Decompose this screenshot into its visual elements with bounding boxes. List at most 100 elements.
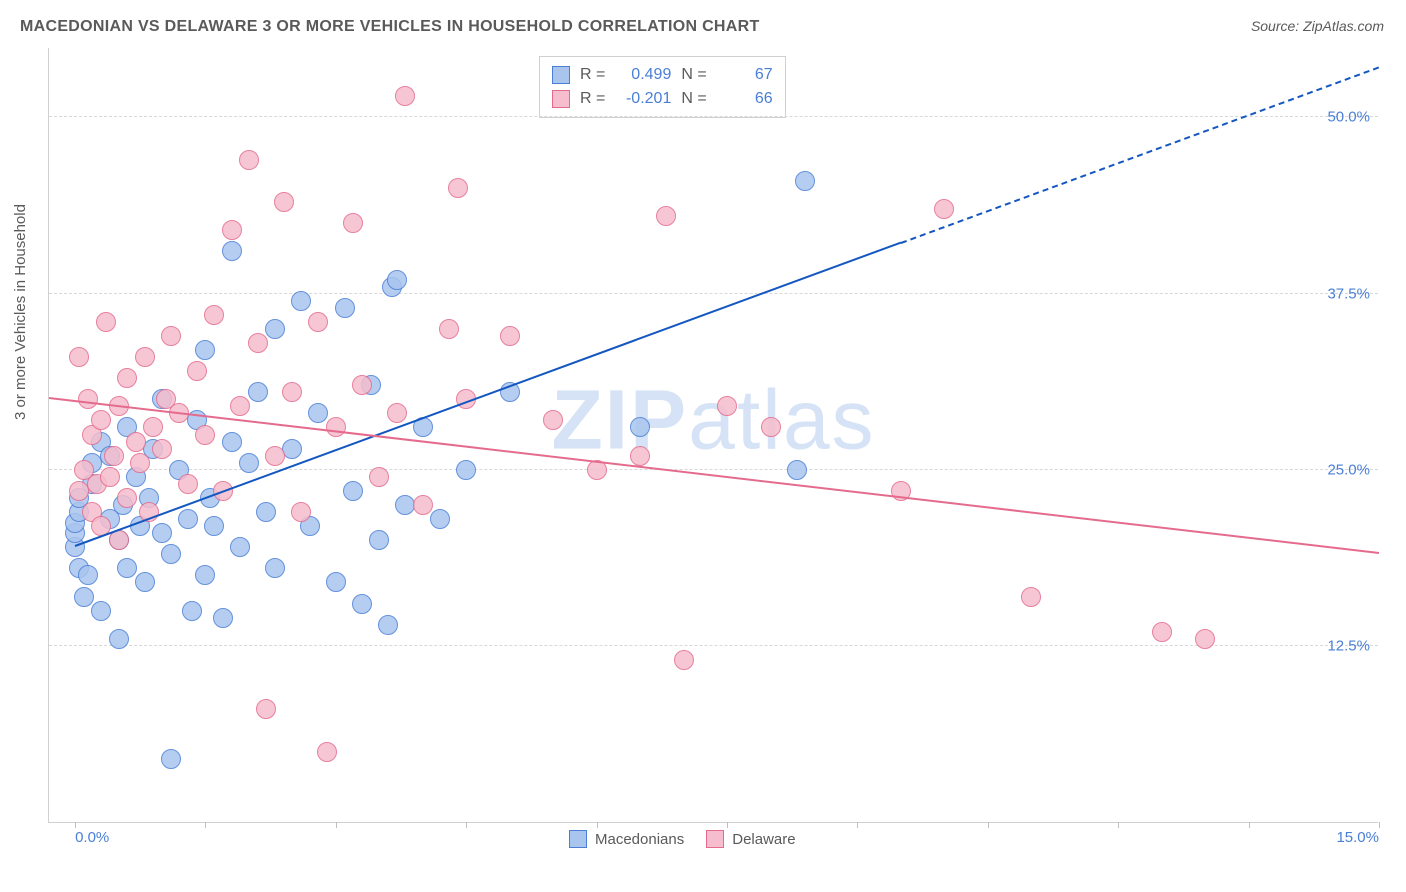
data-point — [448, 178, 468, 198]
data-point — [378, 615, 398, 635]
data-point — [761, 417, 781, 437]
data-point — [387, 403, 407, 423]
data-point — [222, 220, 242, 240]
data-point — [317, 742, 337, 762]
data-point — [1195, 629, 1215, 649]
correlation-legend-row: R = 0.499 N = 67 — [552, 63, 773, 87]
x-tick — [1379, 822, 1380, 828]
data-point — [439, 319, 459, 339]
data-point — [395, 86, 415, 106]
data-point — [291, 291, 311, 311]
data-point — [230, 537, 250, 557]
data-point — [152, 523, 172, 543]
series-legend: Macedonians Delaware — [569, 830, 796, 848]
data-point — [100, 467, 120, 487]
series-name: Macedonians — [595, 831, 684, 848]
data-point — [343, 481, 363, 501]
x-tick — [597, 822, 598, 828]
correlation-legend: R = 0.499 N = 67 R = -0.201 N = 66 — [539, 56, 786, 118]
data-point — [456, 460, 476, 480]
legend-swatch — [706, 830, 724, 848]
n-label: N = — [681, 66, 706, 84]
series-name: Delaware — [732, 831, 795, 848]
data-point — [74, 587, 94, 607]
data-point — [69, 347, 89, 367]
data-point — [178, 474, 198, 494]
data-point — [117, 488, 137, 508]
data-point — [130, 453, 150, 473]
data-point — [96, 312, 116, 332]
data-point — [161, 544, 181, 564]
n-value: 66 — [717, 90, 773, 108]
data-point — [213, 608, 233, 628]
x-tick-label: 0.0% — [75, 829, 109, 846]
data-point — [265, 558, 285, 578]
legend-swatch — [552, 90, 570, 108]
data-point — [717, 396, 737, 416]
x-tick — [1118, 822, 1119, 828]
data-point — [187, 361, 207, 381]
data-point — [1021, 587, 1041, 607]
r-label: R = — [580, 90, 605, 108]
data-point — [1152, 622, 1172, 642]
data-point — [239, 453, 259, 473]
data-point — [265, 319, 285, 339]
x-tick-label: 15.0% — [1336, 829, 1379, 846]
data-point — [117, 558, 137, 578]
x-tick — [466, 822, 467, 828]
x-tick — [1249, 822, 1250, 828]
source-attribution: Source: ZipAtlas.com — [1251, 18, 1384, 34]
data-point — [413, 495, 433, 515]
data-point — [630, 446, 650, 466]
watermark-bold: ZIP — [551, 372, 688, 466]
data-point — [161, 326, 181, 346]
data-point — [222, 241, 242, 261]
data-point — [369, 530, 389, 550]
data-point — [152, 439, 172, 459]
data-point — [178, 509, 198, 529]
data-point — [204, 516, 224, 536]
x-tick — [857, 822, 858, 828]
data-point — [282, 439, 302, 459]
data-point — [326, 572, 346, 592]
data-point — [256, 699, 276, 719]
data-point — [78, 389, 98, 409]
data-point — [256, 502, 276, 522]
y-tick-label: 25.0% — [1327, 461, 1370, 478]
series-legend-item: Delaware — [706, 830, 795, 848]
y-tick-label: 37.5% — [1327, 285, 1370, 302]
plot-area: ZIPatlas R =0.499N =67R =-0.201N =66 Mac… — [48, 48, 1378, 823]
data-point — [104, 446, 124, 466]
data-point — [282, 382, 302, 402]
x-tick — [988, 822, 989, 828]
data-point — [630, 417, 650, 437]
data-point — [143, 417, 163, 437]
r-label: R = — [580, 66, 605, 84]
data-point — [109, 629, 129, 649]
data-point — [387, 270, 407, 290]
r-value: -0.201 — [615, 90, 671, 108]
gridline — [49, 116, 1378, 117]
data-point — [343, 213, 363, 233]
gridline — [49, 645, 1378, 646]
data-point — [222, 432, 242, 452]
data-point — [674, 650, 694, 670]
data-point — [239, 150, 259, 170]
n-value: 67 — [717, 66, 773, 84]
data-point — [787, 460, 807, 480]
data-point — [369, 467, 389, 487]
data-point — [182, 601, 202, 621]
data-point — [195, 565, 215, 585]
trend-line — [49, 397, 1379, 554]
n-label: N = — [681, 90, 706, 108]
y-tick-label: 12.5% — [1327, 637, 1370, 654]
data-point — [135, 347, 155, 367]
r-value: 0.499 — [615, 66, 671, 84]
data-point — [195, 340, 215, 360]
data-point — [195, 425, 215, 445]
data-point — [274, 192, 294, 212]
data-point — [352, 375, 372, 395]
data-point — [91, 601, 111, 621]
data-point — [91, 410, 111, 430]
data-point — [656, 206, 676, 226]
